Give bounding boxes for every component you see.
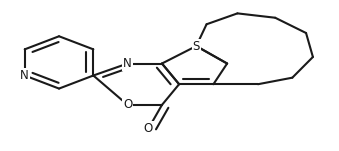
Text: O: O xyxy=(123,98,132,111)
Text: O: O xyxy=(144,122,153,135)
Text: N: N xyxy=(123,57,132,70)
Text: S: S xyxy=(193,40,200,53)
Text: N: N xyxy=(20,69,29,82)
